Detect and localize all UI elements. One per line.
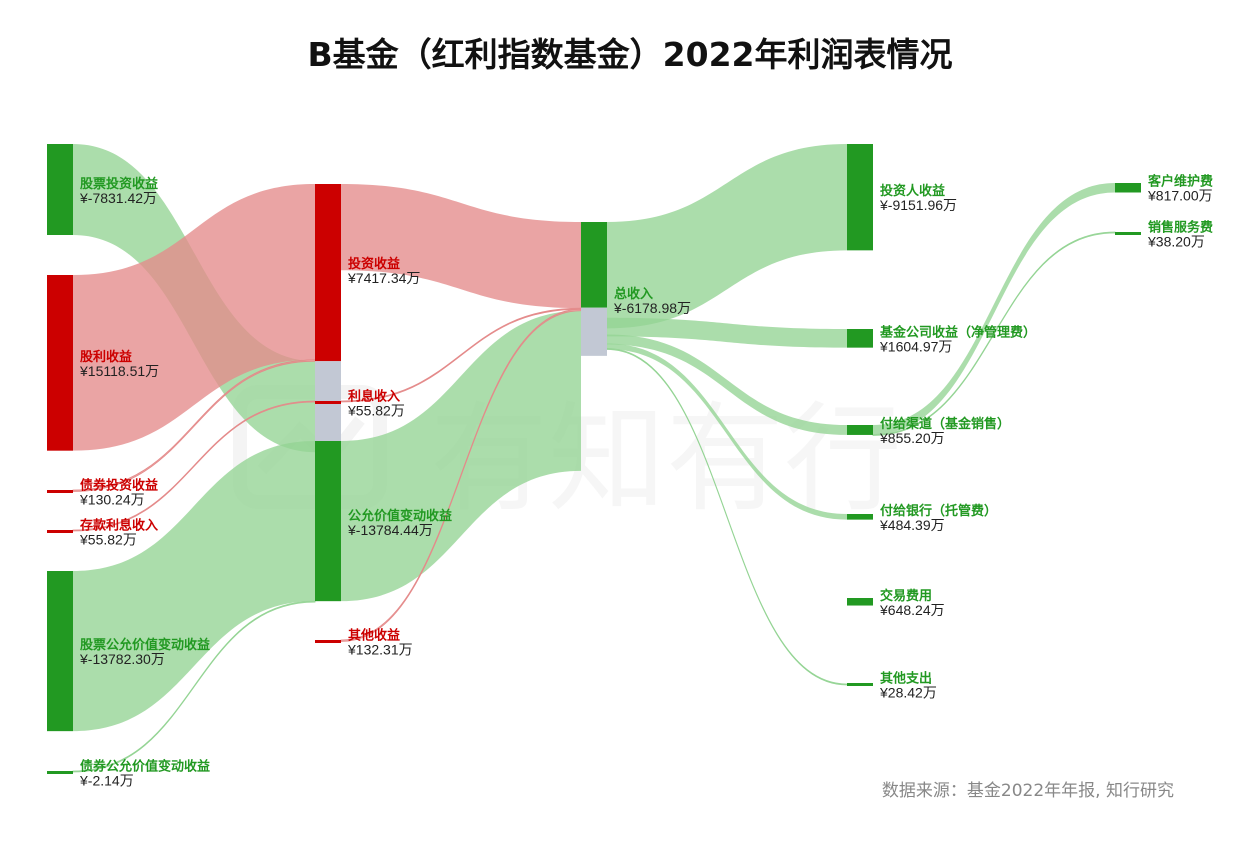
node-label-o5: 交易费用 bbox=[880, 588, 932, 604]
node-label-n4: 存款利息收入 bbox=[80, 518, 158, 534]
node-label-n5: 股票公允价值变动收益 bbox=[80, 637, 210, 653]
node-bar-o5 bbox=[847, 598, 873, 606]
node-offset-m1 bbox=[315, 361, 341, 453]
node-value-o2: ¥1604.97万 bbox=[879, 338, 952, 354]
node-label-n6: 债券公允价值变动收益 bbox=[80, 759, 210, 775]
node-value-n2: ¥15118.51万 bbox=[79, 363, 159, 379]
flow-link-t-o4 bbox=[607, 343, 847, 520]
node-bar-c2 bbox=[1115, 232, 1141, 235]
node-value-c1: ¥817.00万 bbox=[1147, 188, 1213, 204]
node-bar-n3 bbox=[47, 490, 73, 493]
node-value-o6: ¥28.42万 bbox=[879, 685, 937, 701]
node-label-m3: 公允价值变动收益 bbox=[348, 508, 452, 524]
node-label-n2: 股利收益 bbox=[80, 349, 132, 365]
flow-link-n6-m3 bbox=[72, 600, 316, 773]
node-value-o4: ¥484.39万 bbox=[879, 517, 945, 533]
node-label-t: 总收入 bbox=[614, 286, 653, 302]
flow-link-t-o1 bbox=[607, 144, 847, 329]
node-bar-o4 bbox=[847, 514, 873, 520]
node-value-m3: ¥-13784.44万 bbox=[347, 522, 433, 538]
flow-link-m3-t bbox=[341, 310, 581, 602]
node-bar-o6 bbox=[847, 683, 873, 686]
node-offset-t bbox=[581, 307, 607, 356]
node-value-c2: ¥38.20万 bbox=[1147, 234, 1205, 250]
node-label-o3: 付给渠道（基金销售） bbox=[880, 416, 1010, 432]
node-bar-m3 bbox=[315, 441, 341, 602]
flow-nodes bbox=[47, 144, 1141, 774]
node-bar-t bbox=[581, 222, 607, 308]
node-bar-o3 bbox=[847, 425, 873, 435]
node-label-o1: 投资人收益 bbox=[880, 183, 945, 199]
node-bar-n2 bbox=[47, 275, 73, 451]
flow-link-m1-t bbox=[341, 184, 581, 309]
node-label-o4: 付给银行（托管费） bbox=[880, 503, 997, 519]
node-value-m1: ¥7417.34万 bbox=[347, 270, 420, 286]
node-bar-m2 bbox=[315, 401, 341, 404]
flow-links bbox=[72, 144, 1116, 773]
node-label-n3: 债券投资收益 bbox=[80, 478, 158, 494]
node-bar-m4 bbox=[315, 640, 341, 643]
node-labels: 股票投资收益¥-7831.42万股利收益¥15118.51万债券投资收益¥130… bbox=[79, 174, 1213, 789]
flow-link-o3-c1 bbox=[873, 183, 1115, 435]
node-value-t: ¥-6178.98万 bbox=[613, 300, 691, 316]
node-value-n5: ¥-13782.30万 bbox=[79, 651, 165, 667]
node-label-o2: 基金公司收益（净管理费） bbox=[879, 324, 1036, 340]
node-value-n1: ¥-7831.42万 bbox=[79, 190, 157, 206]
node-label-o6: 其他支出 bbox=[880, 671, 932, 687]
node-label-n1: 股票投资收益 bbox=[80, 176, 158, 192]
node-value-o5: ¥648.24万 bbox=[879, 602, 945, 618]
flow-link-n2-m1 bbox=[73, 184, 315, 451]
node-label-m1: 投资收益 bbox=[348, 256, 400, 272]
node-value-o3: ¥855.20万 bbox=[879, 430, 945, 446]
node-bar-n4 bbox=[47, 530, 73, 533]
node-value-o1: ¥-9151.96万 bbox=[879, 197, 957, 213]
node-value-n6: ¥-2.14万 bbox=[79, 773, 134, 789]
flow-link-n5-m3 bbox=[73, 441, 315, 732]
node-bar-c1 bbox=[1115, 183, 1141, 193]
node-bar-n6 bbox=[47, 771, 73, 774]
node-value-n4: ¥55.82万 bbox=[79, 532, 137, 548]
node-bar-n1 bbox=[47, 144, 73, 236]
node-value-n3: ¥130.24万 bbox=[79, 492, 145, 508]
node-label-m4: 其他收益 bbox=[348, 628, 400, 644]
node-bar-o1 bbox=[847, 144, 873, 251]
node-label-m2: 利息收入 bbox=[348, 389, 400, 405]
node-bar-o2 bbox=[847, 329, 873, 348]
data-source-note: 数据来源：基金2022年年报, 知行研究 bbox=[882, 781, 1174, 801]
node-value-m4: ¥132.31万 bbox=[347, 642, 413, 658]
flow-link-t-o2 bbox=[607, 317, 847, 348]
node-bar-n5 bbox=[47, 571, 73, 732]
node-bar-m1 bbox=[315, 184, 341, 362]
flow-link-t-o3 bbox=[607, 334, 847, 435]
node-value-m2: ¥55.82万 bbox=[347, 403, 405, 419]
chart-title: B基金（红利指数基金）2022年利润表情况 bbox=[308, 35, 953, 74]
node-label-c2: 销售服务费 bbox=[1148, 220, 1213, 236]
node-label-c1: 客户维护费 bbox=[1148, 174, 1213, 190]
